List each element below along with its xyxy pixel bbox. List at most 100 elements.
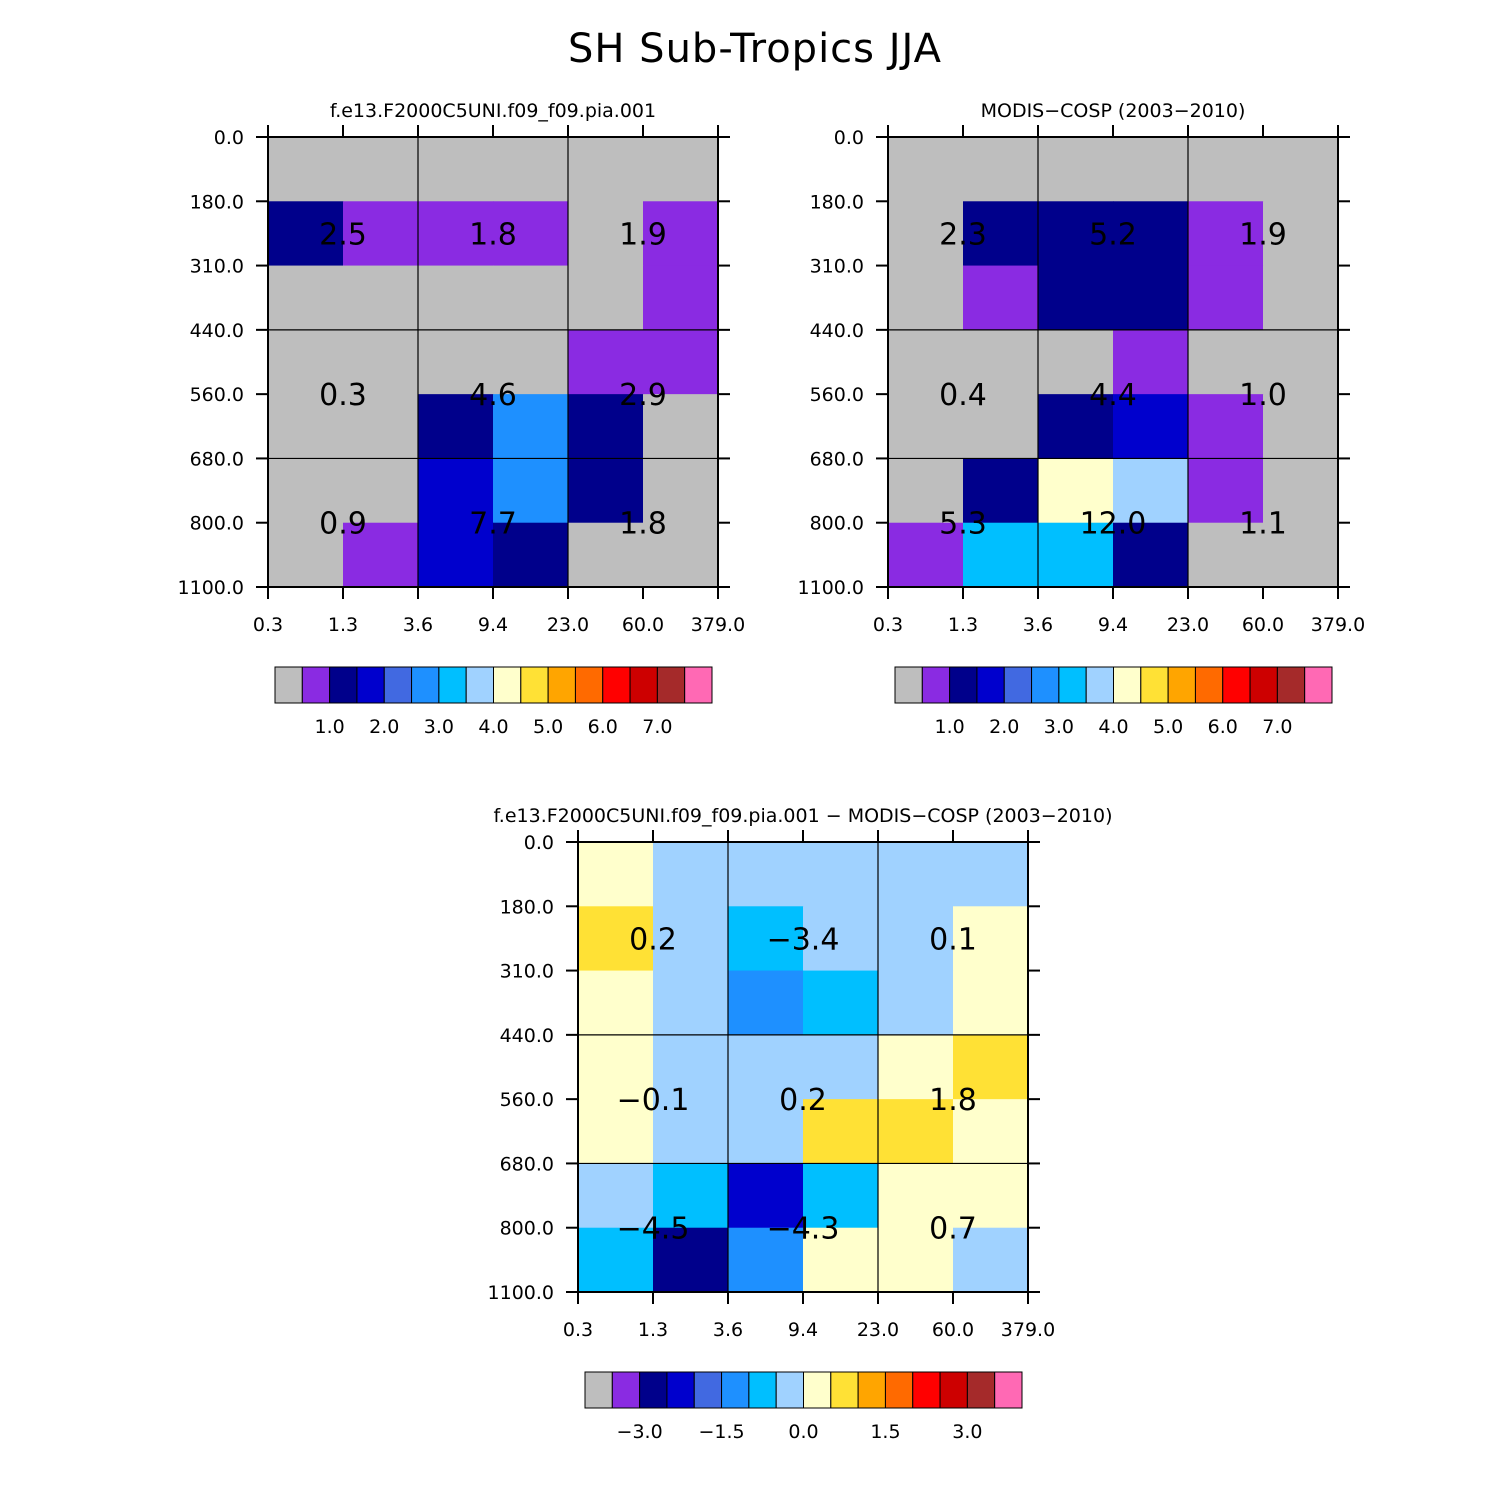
box-value-label: 12.0 xyxy=(1080,507,1147,542)
colorbar-box xyxy=(1003,666,1033,704)
heatmap-cell xyxy=(643,394,719,459)
x-tick-label: 9.4 xyxy=(1098,614,1128,636)
heatmap-cell xyxy=(493,201,569,267)
heatmap-cell xyxy=(268,329,344,395)
colorbar-label: 4.0 xyxy=(1098,716,1128,738)
heatmap-cell xyxy=(963,522,1039,588)
colorbar-label: 3.0 xyxy=(1044,716,1074,738)
box-value-label: 2.3 xyxy=(939,217,987,252)
heatmap-cell xyxy=(953,1099,1029,1164)
heatmap-cell xyxy=(578,1099,654,1164)
heatmap-cell xyxy=(343,329,419,395)
heatmap-cell xyxy=(1038,394,1114,459)
x-tick-label: 1.3 xyxy=(328,614,358,636)
colorbar-label: 3.0 xyxy=(424,716,454,738)
heatmap-cell xyxy=(493,522,569,588)
panel-title: f.e13.F2000C5UNI.f09_f09.pia.001 xyxy=(330,100,656,122)
colorbar-box xyxy=(894,666,923,704)
colorbar-box xyxy=(939,1371,968,1409)
y-tick-label: 1100.0 xyxy=(488,1282,554,1304)
heatmap-cell xyxy=(493,265,569,331)
box-value-label: 1.8 xyxy=(929,1083,977,1118)
colorbar-box xyxy=(912,1371,941,1409)
y-tick-label: 310.0 xyxy=(810,256,864,278)
heatmap-cell xyxy=(418,265,494,331)
colorbar-box xyxy=(547,666,576,704)
box-value-label: 1.0 xyxy=(1239,378,1287,413)
heatmap-cell xyxy=(653,1099,729,1164)
x-tick-label: 60.0 xyxy=(932,1319,974,1341)
heatmap-cell xyxy=(653,1227,729,1293)
y-tick-label: 310.0 xyxy=(500,961,554,983)
heatmap-cell xyxy=(578,906,654,972)
colorbar-box xyxy=(574,666,604,704)
box-value-label: 0.2 xyxy=(629,922,677,957)
y-tick-label: 180.0 xyxy=(810,191,864,213)
heatmap-cell xyxy=(578,842,654,907)
colorbar-box xyxy=(274,666,303,704)
heatmap-cell xyxy=(268,522,344,588)
colorbar-box xyxy=(803,1371,832,1409)
box-value-label: 0.7 xyxy=(929,1212,977,1247)
heatmap-cell xyxy=(963,265,1039,331)
colorbar-box xyxy=(356,666,385,704)
x-tick-label: 3.6 xyxy=(403,614,433,636)
colorbar-box xyxy=(684,666,713,704)
colorbar-box xyxy=(329,666,358,704)
heatmap-cell xyxy=(418,522,494,588)
box-value-label: 4.6 xyxy=(469,378,517,413)
heatmap-cell xyxy=(268,201,344,267)
heatmap-cell xyxy=(953,1034,1029,1100)
x-tick-label: 9.4 xyxy=(788,1319,818,1341)
colorbar-box xyxy=(921,666,951,704)
box-value-label: 1.8 xyxy=(469,217,517,252)
heatmap-cell xyxy=(1113,458,1189,524)
box-value-label: −4.3 xyxy=(767,1212,840,1247)
heatmap-cell xyxy=(653,1034,729,1100)
panel-obs: MODIS−COSP (2003−2010) 2.3 5.2 1.9 0.4 4.4 1.0… xyxy=(798,100,1366,738)
heatmap-cell xyxy=(878,1227,954,1293)
heatmap-cell xyxy=(1113,522,1189,588)
heatmap-cell xyxy=(1263,137,1339,202)
colorbar-label: −3.0 xyxy=(617,1421,663,1443)
heatmap-cell xyxy=(268,265,344,331)
x-tick-label: 23.0 xyxy=(547,614,589,636)
box-value-label: 0.2 xyxy=(779,1083,827,1118)
x-tick-label: 0.3 xyxy=(253,614,283,636)
heatmap-cell xyxy=(728,1034,804,1100)
box-value-label: 1.1 xyxy=(1239,507,1287,542)
y-tick-label: 560.0 xyxy=(500,1089,554,1111)
heatmap-cell xyxy=(578,1034,654,1100)
colorbar-label: 0.0 xyxy=(788,1421,818,1443)
colorbar-box xyxy=(693,1371,723,1409)
heatmap-cell xyxy=(268,137,344,202)
heatmap-cell xyxy=(1113,329,1189,395)
colorbar-box xyxy=(520,666,549,704)
colorbar-box xyxy=(611,1371,641,1409)
box-value-label: 2.5 xyxy=(319,217,367,252)
colorbar-box xyxy=(966,1371,996,1409)
heatmap-cell xyxy=(878,1163,954,1229)
heatmap-cell xyxy=(1188,265,1264,331)
heatmap-cell xyxy=(1038,137,1114,202)
heatmap-cell xyxy=(643,329,719,395)
heatmap-cell xyxy=(1113,137,1189,202)
heatmap-cell xyxy=(728,1099,804,1164)
heatmap-cell xyxy=(1263,329,1339,395)
x-tick-label: 60.0 xyxy=(622,614,664,636)
box-value-label: −4.5 xyxy=(617,1212,690,1247)
heatmap-cell xyxy=(1188,201,1264,267)
colorbar-box xyxy=(602,666,631,704)
heatmap-cell xyxy=(1038,201,1114,267)
heatmap-cell xyxy=(963,201,1039,267)
box-value-label: 1.9 xyxy=(1239,217,1287,252)
colorbar-label: 2.0 xyxy=(989,716,1019,738)
heatmap-cell xyxy=(653,842,729,907)
heatmap-cell xyxy=(1263,265,1339,331)
heatmap-cell xyxy=(568,394,644,459)
heatmap-cell xyxy=(888,522,964,588)
heatmap-cell xyxy=(953,906,1029,972)
heatmap-cell xyxy=(728,842,804,907)
x-tick-label: 9.4 xyxy=(478,614,508,636)
